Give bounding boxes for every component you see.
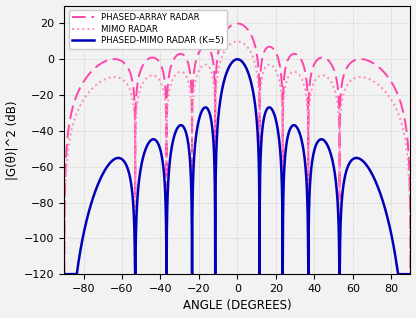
MIMO RADAR bbox=[270, 64, 275, 68]
MIMO RADAR bbox=[250, 53, 255, 57]
PHASED-MIMO RADAR (K=5) bbox=[194, 128, 199, 132]
PHASED-MIMO RADAR (K=5) bbox=[62, 272, 67, 276]
PHASED-MIMO RADAR (K=5) bbox=[319, 137, 324, 141]
PHASED-ARRAY RADAR bbox=[319, 56, 324, 59]
PHASED-ARRAY RADAR bbox=[194, 56, 199, 59]
MIMO RADAR bbox=[85, 92, 90, 95]
PHASED-MIMO RADAR (K=5) bbox=[250, 85, 255, 89]
MIMO RADAR bbox=[194, 73, 199, 77]
PHASED-ARRAY RADAR bbox=[250, 35, 255, 39]
X-axis label: ANGLE (DEGREES): ANGLE (DEGREES) bbox=[183, 300, 292, 313]
MIMO RADAR bbox=[235, 39, 240, 43]
Line: PHASED-MIMO RADAR (K=5): PHASED-MIMO RADAR (K=5) bbox=[64, 59, 411, 274]
MIMO RADAR bbox=[319, 73, 324, 77]
Legend: PHASED-ARRAY RADAR, MIMO RADAR, PHASED-MIMO RADAR (K=5): PHASED-ARRAY RADAR, MIMO RADAR, PHASED-M… bbox=[69, 10, 227, 49]
PHASED-ARRAY RADAR bbox=[62, 272, 67, 276]
PHASED-ARRAY RADAR bbox=[270, 46, 275, 50]
PHASED-ARRAY RADAR bbox=[235, 22, 240, 25]
PHASED-MIMO RADAR (K=5) bbox=[85, 213, 90, 217]
MIMO RADAR bbox=[145, 75, 150, 79]
Line: PHASED-ARRAY RADAR: PHASED-ARRAY RADAR bbox=[64, 24, 411, 274]
Y-axis label: |G(θ)|^2 (dB): |G(θ)|^2 (dB) bbox=[5, 100, 19, 180]
PHASED-ARRAY RADAR bbox=[85, 74, 90, 78]
PHASED-MIMO RADAR (K=5) bbox=[408, 272, 413, 276]
PHASED-MIMO RADAR (K=5) bbox=[145, 143, 150, 147]
PHASED-MIMO RADAR (K=5) bbox=[235, 57, 240, 61]
PHASED-MIMO RADAR (K=5) bbox=[270, 109, 275, 113]
Line: MIMO RADAR: MIMO RADAR bbox=[64, 41, 411, 274]
PHASED-ARRAY RADAR bbox=[408, 272, 413, 276]
MIMO RADAR bbox=[408, 272, 413, 276]
PHASED-ARRAY RADAR bbox=[145, 58, 150, 61]
MIMO RADAR bbox=[62, 272, 67, 276]
